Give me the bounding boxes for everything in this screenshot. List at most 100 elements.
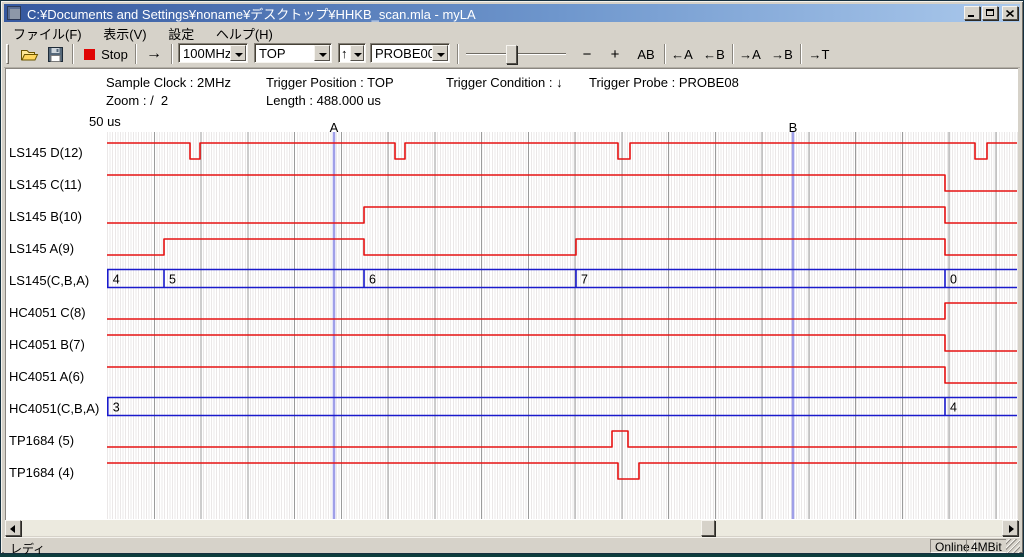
clock-select[interactable]: 100MHz <box>178 43 248 63</box>
trigger-edge-select[interactable]: ↑ <box>338 43 366 63</box>
left-arrow-a-icon: ←A <box>671 46 693 62</box>
goto-marker-b-button[interactable]: ←B <box>700 43 728 65</box>
right-arrow-b-icon: →B <box>771 46 793 62</box>
run-button[interactable]: → <box>140 43 168 65</box>
menu-file[interactable]: ファイル(F) <box>13 27 82 42</box>
minimize-button[interactable] <box>964 6 980 20</box>
bus-rails <box>107 396 1017 417</box>
trigger-position-select[interactable]: TOP <box>254 43 332 63</box>
toolbar-separator <box>171 44 173 64</box>
right-arrow-a-icon: →A <box>739 46 761 62</box>
resize-grip[interactable] <box>1006 539 1020 553</box>
floppy-disk-icon <box>47 46 63 62</box>
toolbar-separator <box>457 44 459 64</box>
channel-label[interactable]: TP1684 (5) <box>9 433 75 448</box>
plus-icon: + <box>610 45 620 63</box>
ab-label: AB <box>637 46 655 62</box>
marker-a-label[interactable]: A <box>329 120 339 135</box>
scrollbar-thumb[interactable] <box>701 520 715 536</box>
zoom-in-button[interactable]: + <box>604 43 626 65</box>
channel-label[interactable]: HC4051 C(8) <box>9 305 86 320</box>
clock-value: 100MHz <box>183 46 232 61</box>
minimize-icon <box>968 15 974 17</box>
chevron-down-icon <box>235 53 243 57</box>
zoom-out-button[interactable]: − <box>576 43 598 65</box>
signal-trace <box>107 302 1017 320</box>
triangle-right-icon <box>1009 525 1014 533</box>
stop-label: Stop <box>101 46 128 62</box>
info-sample-clock: Sample Clock : 2MHz <box>106 75 231 90</box>
horizontal-scrollbar[interactable] <box>5 520 1018 536</box>
trigger-edge-dropdown-button[interactable] <box>350 45 364 61</box>
scroll-right-button[interactable] <box>1002 520 1018 536</box>
set-marker-b-button[interactable]: →B <box>768 43 796 65</box>
right-arrow-t-icon: →T <box>808 46 830 62</box>
waveform-svg: 4 5 6 7 0 3 4 <box>107 132 1017 519</box>
info-trigger-position: Trigger Position : TOP <box>266 75 394 90</box>
bus-rails <box>107 268 1017 289</box>
channel-label[interactable]: LS145(C,B,A) <box>9 273 90 288</box>
signal-trace <box>107 334 1017 352</box>
channel-label[interactable]: HC4051 A(6) <box>9 369 85 384</box>
info-trigger-condition: Trigger Condition : ↓ <box>446 75 563 90</box>
zoom-slider[interactable] <box>466 43 566 65</box>
title-bar: C:¥Documents and Settings¥noname¥デスクトップ¥… <box>4 4 1020 22</box>
minus-icon: − <box>582 45 592 63</box>
open-button[interactable] <box>16 43 42 65</box>
toolbar-separator <box>732 44 734 64</box>
channel-label[interactable]: HC4051 B(7) <box>9 337 85 352</box>
ab-button[interactable]: AB <box>630 43 662 65</box>
signal-trace <box>107 142 1017 160</box>
app-icon <box>7 6 21 20</box>
toolbar-separator <box>72 44 74 64</box>
channel-label[interactable]: HC4051(C,B,A) <box>9 401 100 416</box>
goto-marker-a-button[interactable]: ←A <box>668 43 696 65</box>
trigger-probe-value: PROBE00 <box>375 46 435 61</box>
trigger-probe-dropdown-button[interactable] <box>432 45 448 61</box>
zoom-slider-thumb[interactable] <box>506 45 517 64</box>
marker-b-label[interactable]: B <box>788 120 798 135</box>
trigger-position-value: TOP <box>259 46 286 61</box>
close-button[interactable] <box>1002 6 1018 20</box>
window-controls <box>964 6 1018 20</box>
trigger-position-dropdown-button[interactable] <box>314 45 330 61</box>
goto-trigger-button[interactable]: →T <box>804 43 834 65</box>
status-memory-badge: 4MBit <box>966 539 1007 554</box>
chevron-down-icon <box>354 53 362 57</box>
bus-value: 4 <box>950 401 957 415</box>
signal-trace <box>107 366 1017 384</box>
toolbar-separator <box>664 44 666 64</box>
status-ready-text: レディ <box>10 542 46 556</box>
waveform-plot[interactable]: 4 5 6 7 0 3 4 <box>107 132 1018 519</box>
bus-value: 0 <box>950 273 957 287</box>
trigger-probe-select[interactable]: PROBE00 <box>370 43 450 63</box>
channel-label[interactable]: LS145 D(12) <box>9 145 83 160</box>
toolbar-grip[interactable] <box>6 44 9 64</box>
bus-value: 4 <box>113 273 120 287</box>
channel-label[interactable]: LS145 C(11) <box>9 177 82 192</box>
signal-trace <box>107 174 1017 192</box>
channel-label[interactable]: LS145 B(10) <box>9 209 82 224</box>
menu-help[interactable]: ヘルプ(H) <box>215 27 273 42</box>
run-arrow-icon: → <box>146 45 162 62</box>
waveform-panel: Sample Clock : 2MHz Trigger Position : T… <box>5 68 1018 520</box>
marker-b-line[interactable] <box>791 132 795 519</box>
scroll-left-button[interactable] <box>5 520 21 536</box>
clock-dropdown-button[interactable] <box>230 45 246 61</box>
save-button[interactable] <box>42 43 68 65</box>
channel-label[interactable]: LS145 A(9) <box>9 241 75 256</box>
channel-label[interactable]: TP1684 (4) <box>9 465 75 480</box>
menu-view[interactable]: 表示(V) <box>103 27 147 42</box>
timebase-label: 50 us <box>89 114 121 129</box>
maximize-icon <box>986 9 994 16</box>
set-marker-a-button[interactable]: →A <box>736 43 764 65</box>
maximize-button[interactable] <box>982 6 998 20</box>
menu-settings[interactable]: 設定 <box>168 27 195 42</box>
status-bar: レディ Online 4MBit <box>4 537 1020 556</box>
toolbar-separator <box>800 44 802 64</box>
stop-button[interactable]: Stop <box>78 43 134 65</box>
menu-bar: ファイル(F) 表示(V) 設定 ヘルプ(H) <box>4 23 1020 42</box>
marker-a-line[interactable] <box>332 132 336 519</box>
bus-value: 6 <box>369 273 376 287</box>
chevron-down-icon <box>437 53 445 57</box>
